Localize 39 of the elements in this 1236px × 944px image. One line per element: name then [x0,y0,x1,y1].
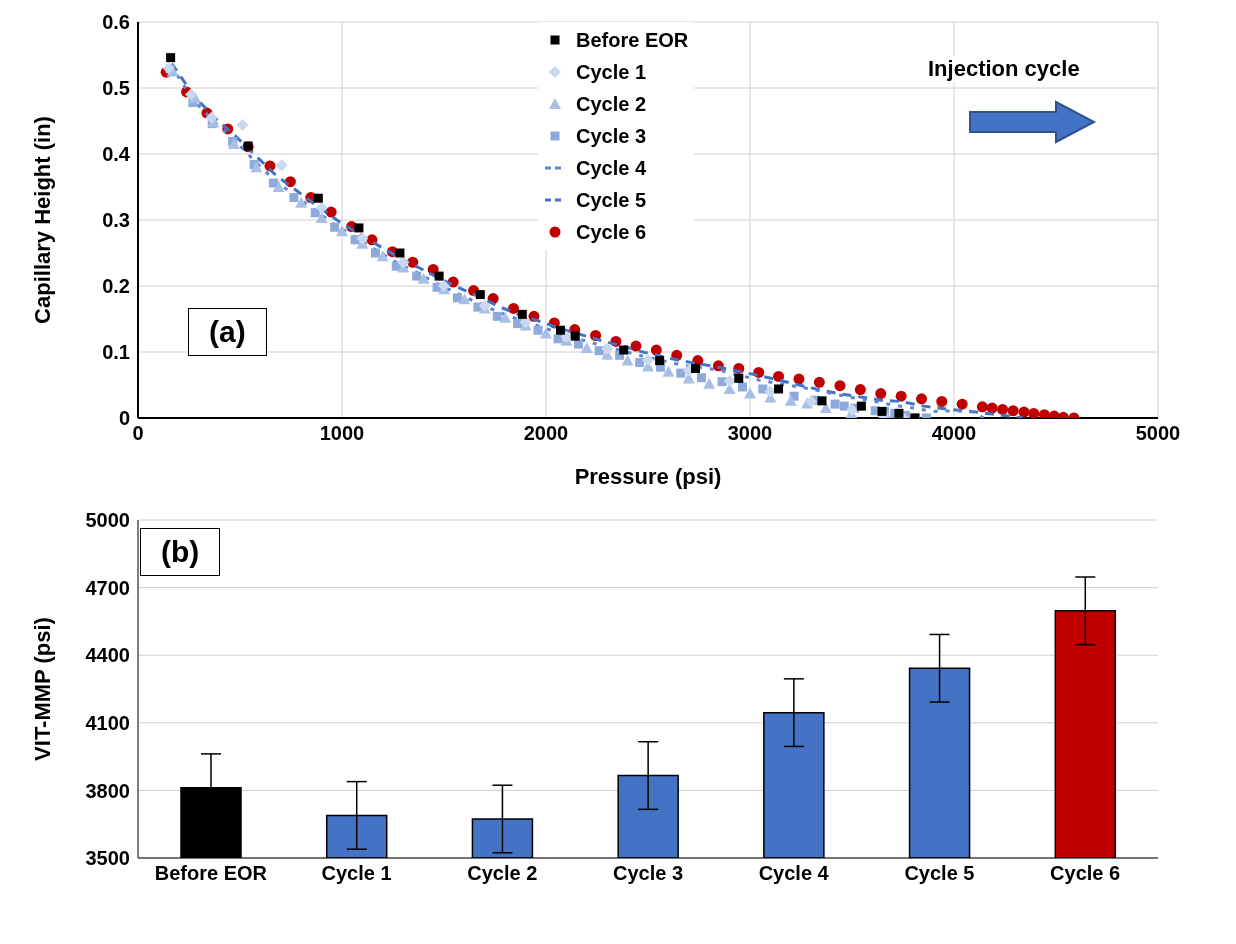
y-tick-label: 0.3 [102,209,130,232]
y-tick-label: 4100 [85,711,130,734]
x-tick-label: Cycle 1 [321,862,392,885]
x-tick-label: 5000 [1135,422,1181,445]
y-axis-title: Capillary Height (in) [29,116,55,324]
x-tick-label: 3000 [727,422,773,445]
x-tick-label: 1000 [319,422,365,445]
legend-label: Cycle 2 [576,92,647,116]
x-tick-label: 2000 [523,422,569,445]
x-tick-label: Cycle 4 [758,862,830,885]
x-tick-label: Cycle 2 [467,862,538,885]
legend-label: Cycle 4 [576,156,647,180]
x-axis-title: Pressure (psi) [574,464,722,489]
y-tick-label: 0.1 [102,341,130,364]
annotation: (a) [188,308,267,356]
y-tick-label: 4400 [85,644,130,667]
x-tick-label: 4000 [931,422,977,445]
legend-label: Cycle 1 [576,60,647,84]
x-tick-label: Before EOR [154,862,268,885]
legend-label: Before EOR [576,28,689,52]
legend-label: Cycle 3 [576,124,647,148]
y-tick-label: 5000 [85,509,130,532]
x-tick-label: Cycle 6 [1050,862,1121,885]
annotation: (b) [140,528,221,576]
x-tick-label: Cycle 5 [904,862,975,885]
legend-label: Cycle 6 [576,220,647,244]
annotation: Injection cycle [928,56,1080,82]
y-axis-title: VIT-MMP (psi) [29,617,55,761]
y-tick-label: 0 [118,407,130,430]
y-tick-label: 3800 [85,779,130,802]
x-tick-label: Cycle 3 [612,862,684,885]
x-tick-label: 0 [132,422,144,445]
y-tick-label: 4700 [85,576,130,599]
y-tick-label: 0.4 [102,143,131,166]
y-tick-label: 0.2 [102,275,130,298]
y-tick-label: 0.5 [102,77,130,100]
y-tick-label: 3500 [85,847,130,870]
y-tick-label: 0.6 [102,11,130,34]
legend-label: Cycle 5 [576,188,647,212]
